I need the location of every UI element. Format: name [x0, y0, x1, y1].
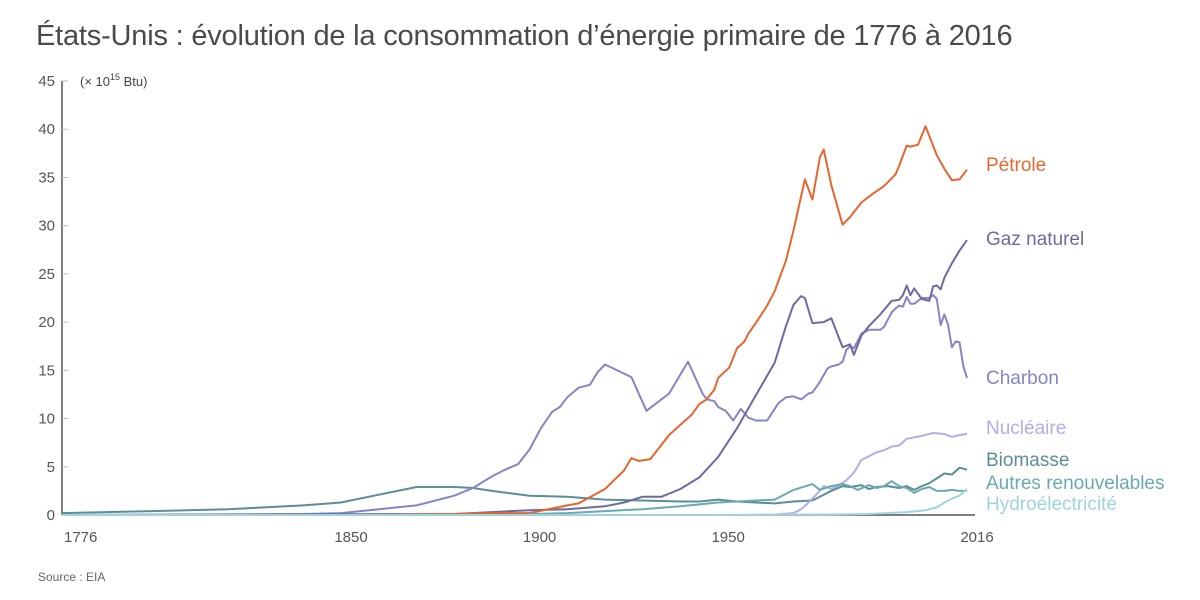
series-lines [61, 125, 968, 516]
series-label-hydroelectricite: Hydroélectricité [986, 494, 1117, 515]
x-tick-label: 1900 [523, 529, 556, 546]
series-label-gaz-naturel: Gaz naturel [986, 229, 1084, 250]
x-tick-label: 1776 [64, 529, 97, 546]
series-line-autres-renouvelables [529, 480, 967, 515]
y-tick-label: 25 [38, 266, 55, 283]
series-label-autres-renouvelables: Autres renouvelables [986, 473, 1165, 494]
series-line-charbon [61, 294, 968, 516]
x-axis: 1776 1850 1900 1950 2016 [62, 514, 994, 546]
y-tick-label: 40 [38, 121, 55, 138]
y-axis: 0 5 10 15 20 25 30 35 40 45 [38, 73, 68, 524]
series-line-hydroelectricite [62, 488, 968, 516]
series-line-petrole [62, 125, 968, 516]
y-tick-label: 5 [47, 459, 55, 476]
x-tick-label: 1950 [711, 529, 744, 546]
series-label-petrole: Pétrole [986, 155, 1046, 176]
series-line-biomasse [61, 466, 968, 515]
y-tick-label: 30 [38, 218, 55, 235]
y-tick-label: 20 [38, 314, 55, 331]
y-tick-label: 35 [38, 169, 55, 186]
y-tick-label: 10 [38, 411, 55, 428]
x-tick-label: 1850 [334, 529, 367, 546]
chart-title: États-Unis : évolution de la consommatio… [36, 20, 1013, 52]
series-labels: Biomasse Charbon Gaz naturel Pétrole Nucléai… [986, 155, 1165, 515]
series-label-charbon: Charbon [986, 368, 1059, 389]
y-tick-label: 0 [47, 507, 55, 524]
series-line-nucleaire [744, 432, 968, 516]
x-tick-label: 2016 [960, 529, 993, 546]
source-note: Source : EIA [38, 570, 106, 584]
series-label-biomasse: Biomasse [986, 450, 1069, 471]
y-tick-label: 15 [38, 362, 55, 379]
series-line-gaz-naturel [61, 239, 968, 516]
y-tick-label: 45 [38, 73, 55, 90]
y-axis-unit: (× 1015 Btu) [80, 72, 147, 89]
series-label-nucleaire: Nucléaire [986, 418, 1066, 439]
